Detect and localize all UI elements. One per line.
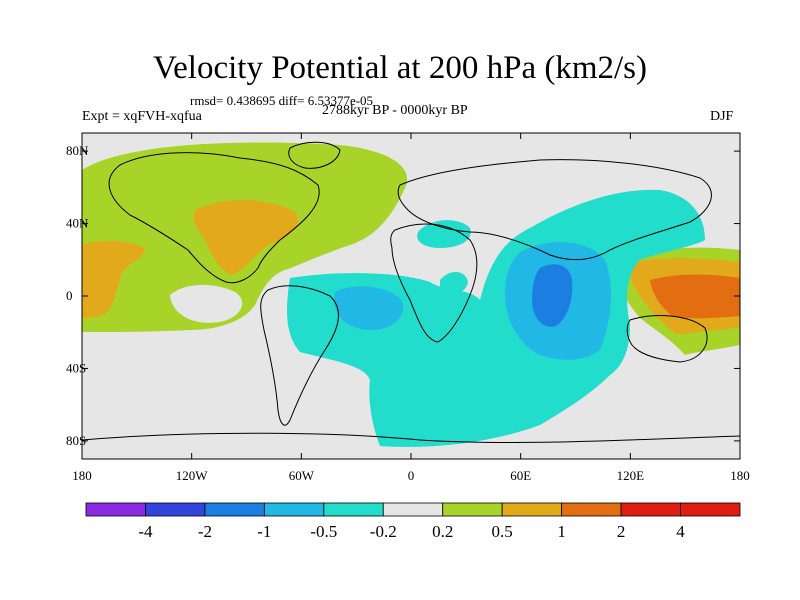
contour-positive-moderate-na <box>193 200 299 275</box>
coast-africa <box>390 223 478 343</box>
longitude-axis: 180 120W 60W 0 60E 120E 180 <box>72 133 750 483</box>
colorbar-swatch <box>561 502 622 517</box>
colorbar-swatch <box>263 502 325 517</box>
coast-north-america <box>108 152 320 284</box>
lon-tick-label: 180 <box>730 468 750 483</box>
colorbar-swatch <box>680 502 741 517</box>
lon-tick-label: 180 <box>72 468 92 483</box>
colorbar: -4 -2 -1 -0.5 -0.2 0.2 0.5 1 2 4 <box>85 502 741 541</box>
coast-australia <box>626 315 708 363</box>
experiment-label: Expt = xqFVH-xqfua <box>82 109 202 124</box>
contour-field <box>82 141 740 447</box>
period-label: 2788kyr BP - 0000kyr BP <box>322 103 468 118</box>
contour-positive-moderate-west-edge <box>82 240 145 318</box>
lat-tick-label: 40S <box>66 360 86 375</box>
lon-tick-label: 60E <box>510 468 531 483</box>
colorbar-swatch <box>204 502 265 517</box>
lat-tick-label: 40N <box>66 216 89 231</box>
plot-title: Velocity Potential at 200 hPa (km2/s) <box>152 50 648 86</box>
colorbar-label: -1 <box>257 522 271 541</box>
contour-positive-strong-pacific <box>650 274 740 319</box>
contour-negative-moderate-atlantic <box>334 286 404 330</box>
colorbar-swatch <box>620 502 681 517</box>
colorbar-swatch <box>145 502 206 517</box>
lon-tick-label: 0 <box>408 468 415 483</box>
contour-negative-weak-africa <box>440 271 468 295</box>
coast-eurasia <box>397 159 712 261</box>
season-label: DJF <box>710 109 734 124</box>
colorbar-swatch <box>442 502 503 517</box>
colorbar-label: 1 <box>557 522 566 541</box>
lon-tick-label: 120E <box>617 468 645 483</box>
lat-tick-label: 80S <box>66 433 86 448</box>
colorbar-label: 0.5 <box>492 522 513 541</box>
colorbar-swatch <box>85 502 146 517</box>
coast-greenland <box>288 141 341 169</box>
coastlines <box>82 141 740 444</box>
colorbar-swatch <box>382 502 444 517</box>
map-panel <box>81 132 741 460</box>
contour-neutral-hole <box>170 284 243 323</box>
colorbar-label: -0.5 <box>310 522 337 541</box>
colorbar-label: 2 <box>617 522 626 541</box>
colorbar-label: -0.2 <box>370 522 397 541</box>
lon-tick-label: 60W <box>289 468 315 483</box>
contour-negative-strong-indian <box>532 264 573 327</box>
lat-tick-label: 80N <box>66 143 89 158</box>
colorbar-label: 0.2 <box>432 522 453 541</box>
lat-tick-label: 0 <box>66 288 73 303</box>
contour-negative-weak-main <box>287 189 705 447</box>
colorbar-label: 4 <box>676 522 685 541</box>
coast-south-america <box>260 285 339 426</box>
stats-text: rmsd= 0.438695 diff= 6.53377e-05 <box>190 93 374 108</box>
contour-negative-weak-mideast <box>417 220 471 248</box>
coast-antarctica <box>82 432 740 444</box>
lon-tick-label: 120W <box>176 468 209 483</box>
colorbar-label: -2 <box>198 522 212 541</box>
latitude-axis: 80N 40N 0 40S 80S <box>66 143 740 448</box>
colorbar-swatch <box>323 502 384 517</box>
colorbar-label: -4 <box>138 522 153 541</box>
colorbar-swatch <box>501 502 563 517</box>
